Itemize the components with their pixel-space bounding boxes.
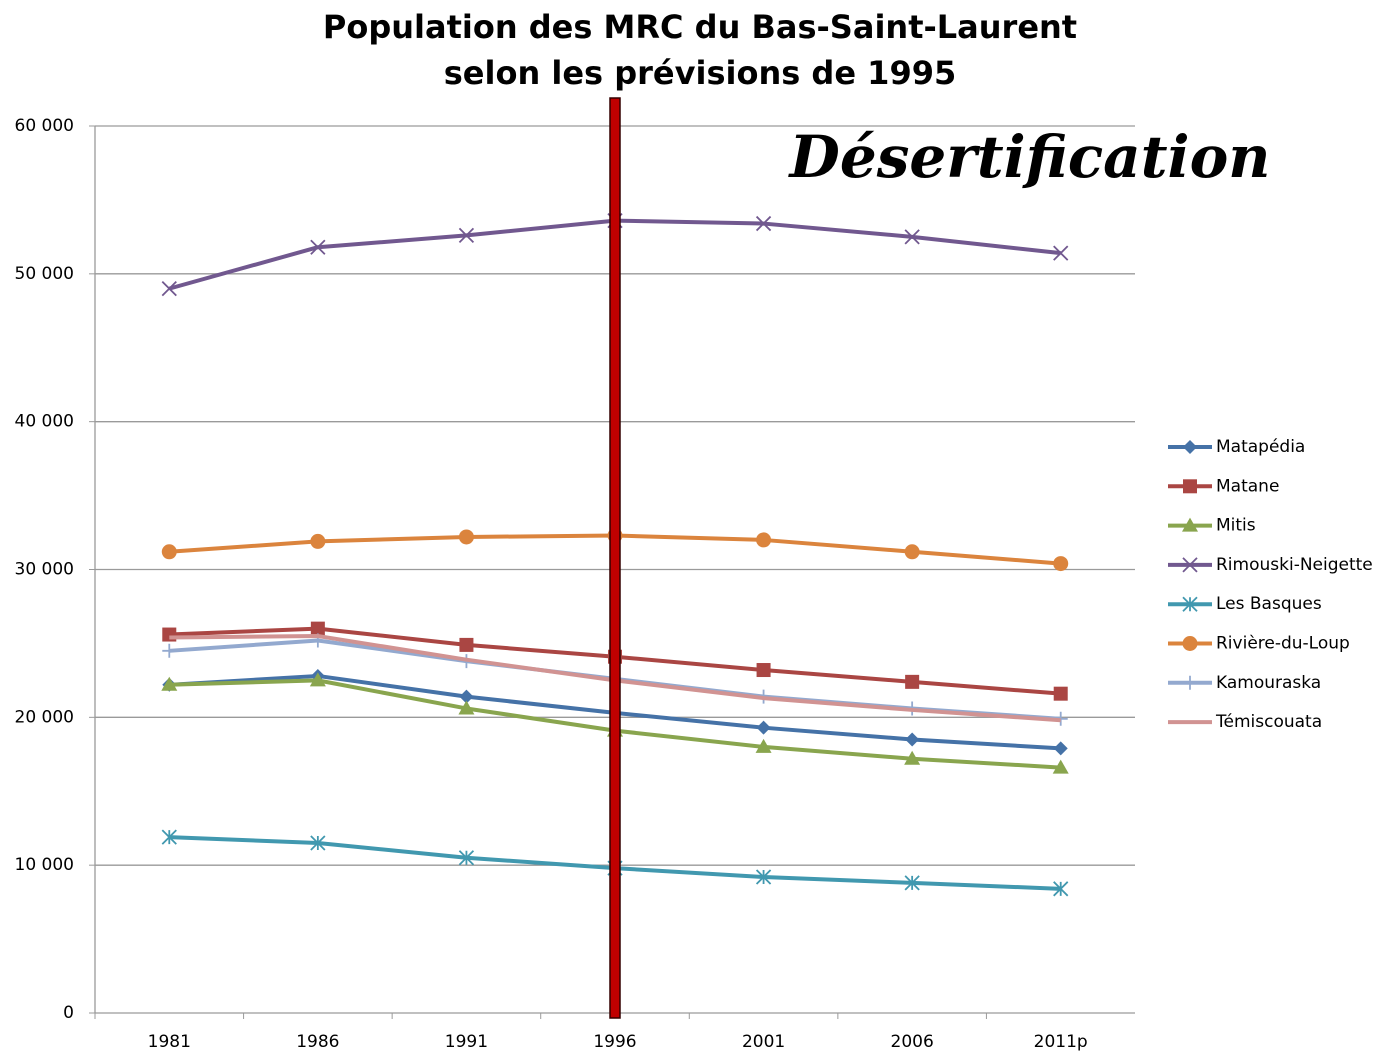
chart-title: selon les prévisions de 1995	[444, 54, 956, 92]
data-point	[310, 239, 326, 255]
legend-label: Matane	[1216, 476, 1279, 496]
data-point	[756, 532, 772, 548]
legend-label: Témiscouata	[1215, 712, 1322, 732]
x-tick-label: 2011p	[1034, 1032, 1088, 1052]
x-tick-label: 2001	[742, 1032, 785, 1052]
chart-title: Population des MRC du Bas-Saint-Laurent	[323, 8, 1077, 46]
data-point	[756, 720, 771, 735]
y-tick-label: 30 000	[15, 560, 74, 580]
y-tick-label: 50 000	[15, 264, 74, 284]
data-point	[1053, 741, 1068, 756]
annotation: Désertification	[788, 123, 1271, 191]
data-point	[310, 533, 326, 549]
data-point	[1053, 556, 1069, 572]
data-point	[1053, 686, 1068, 701]
legend-marker	[1183, 479, 1197, 494]
legend-marker	[1182, 636, 1198, 651]
x-tick-label: 1981	[148, 1032, 191, 1052]
data-point	[904, 544, 920, 560]
data-point	[161, 280, 177, 297]
data-point	[310, 621, 325, 636]
highlight-line	[609, 97, 621, 1019]
data-point	[755, 738, 772, 753]
y-tick-label: 40 000	[15, 412, 74, 432]
data-point	[756, 663, 771, 678]
data-point	[1053, 881, 1069, 897]
data-point	[755, 215, 772, 232]
y-tick-label: 20 000	[15, 707, 74, 727]
data-point	[904, 750, 921, 765]
legend-marker	[1183, 440, 1197, 454]
data-point	[458, 529, 474, 545]
legend-marker	[1182, 517, 1198, 532]
data-point	[458, 700, 475, 715]
legend-label: Rimouski-Neigette	[1216, 555, 1373, 575]
legend-marker	[1183, 675, 1197, 690]
legend-label: Les Basques	[1216, 594, 1322, 614]
x-tick-label: 1986	[296, 1032, 339, 1052]
data-point	[1052, 759, 1069, 774]
data-point	[904, 229, 920, 245]
data-point	[161, 544, 177, 560]
data-point	[459, 637, 474, 652]
legend-label: Matapédia	[1216, 437, 1305, 457]
x-tick-label: 1991	[445, 1032, 488, 1052]
y-tick-label: 60 000	[15, 116, 74, 136]
data-point	[458, 850, 475, 866]
data-point	[905, 732, 920, 747]
data-point	[905, 674, 920, 689]
y-tick-label: 0	[63, 1003, 74, 1023]
data-point	[161, 676, 178, 691]
data-point	[459, 689, 474, 704]
data-point	[310, 835, 326, 851]
legend-label: Kamouraska	[1216, 673, 1321, 693]
data-point	[458, 227, 475, 244]
data-point	[904, 875, 920, 891]
x-tick-label: 2006	[891, 1032, 934, 1052]
data-point	[161, 829, 177, 845]
legend-label: Rivière-du-Loup	[1216, 634, 1350, 654]
data-point	[755, 869, 772, 885]
legend-marker	[1182, 557, 1198, 573]
y-tick-label: 10 000	[15, 855, 74, 875]
legend-label: Mitis	[1216, 516, 1256, 536]
legend-marker	[1182, 596, 1198, 612]
data-point	[309, 672, 326, 687]
data-point	[162, 643, 177, 658]
data-point	[1053, 245, 1069, 261]
x-tick-label: 1996	[593, 1032, 636, 1052]
